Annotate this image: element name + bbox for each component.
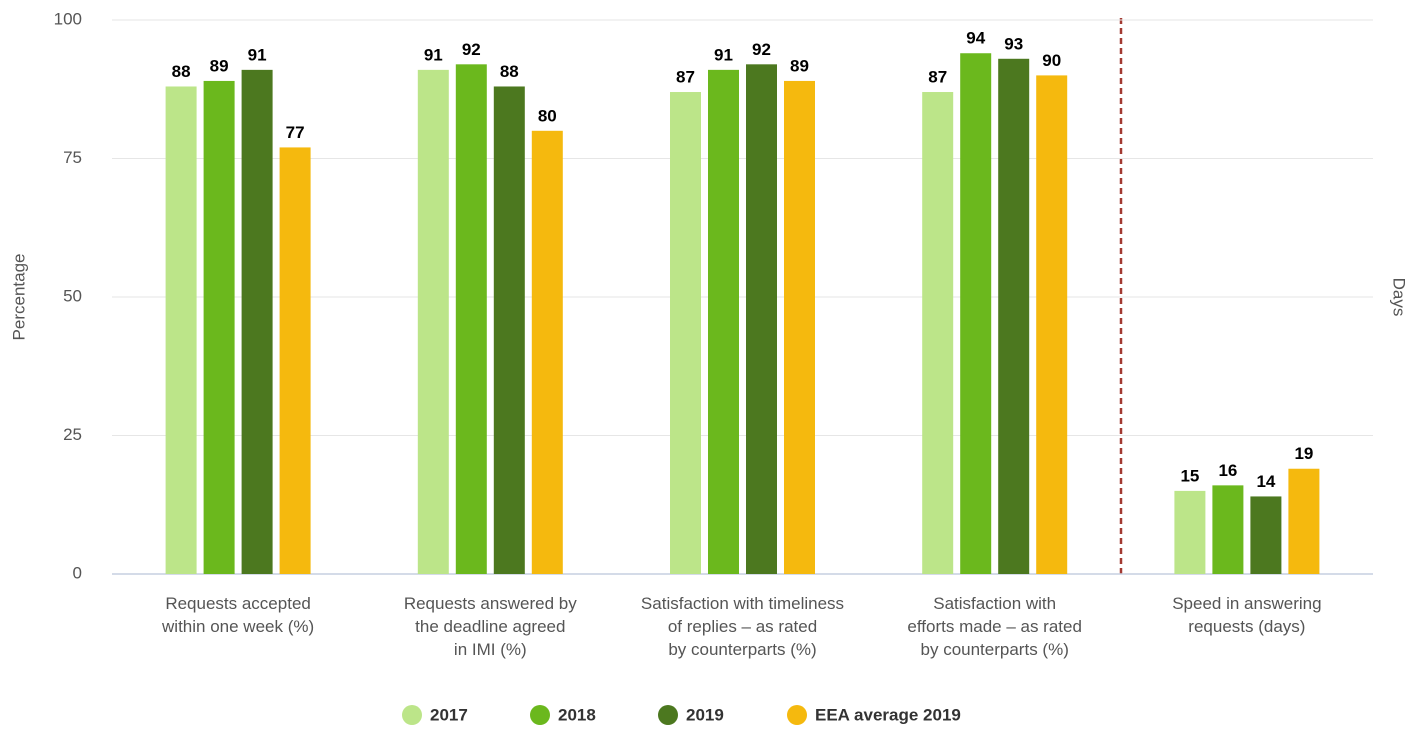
- data-label: 15: [1180, 466, 1199, 485]
- data-label: 93: [1004, 34, 1023, 53]
- bar: [417, 69, 449, 575]
- bar: [165, 86, 197, 574]
- bar: [203, 80, 235, 574]
- bar: [1174, 490, 1206, 574]
- data-label: 16: [1218, 461, 1237, 480]
- data-label: 92: [462, 40, 481, 59]
- bar: [1250, 496, 1282, 574]
- bar: [670, 92, 701, 575]
- data-label: 88: [172, 62, 191, 81]
- legend-label: 2019: [686, 705, 724, 724]
- x-tick-label: Satisfaction with efforts made – as rate…: [907, 594, 1082, 659]
- y-tick-label: 75: [63, 148, 82, 167]
- legend-label: 2017: [430, 705, 468, 724]
- x-tick-label: Satisfaction with timeliness of replies …: [640, 594, 845, 659]
- bar: [455, 64, 487, 574]
- bar: [784, 80, 815, 574]
- y2-axis-title: Days: [1390, 278, 1409, 317]
- bar: [998, 58, 1030, 574]
- y-tick-label: 0: [73, 563, 82, 582]
- data-label: 87: [928, 68, 947, 87]
- data-label: 90: [1042, 51, 1061, 70]
- bar: [1036, 75, 1068, 575]
- legend-label: 2018: [558, 705, 596, 724]
- y-tick-label: 50: [63, 286, 82, 305]
- data-label: 88: [500, 62, 519, 81]
- bar: [922, 92, 954, 575]
- data-label: 91: [424, 45, 443, 64]
- legend-marker: [530, 705, 550, 725]
- bar: [279, 147, 311, 575]
- data-label: 80: [538, 106, 557, 125]
- y-tick-label: 100: [54, 9, 82, 28]
- y-tick-label: 25: [63, 425, 82, 444]
- bar: [746, 64, 777, 574]
- bar: [1212, 485, 1244, 574]
- bar: [531, 130, 563, 575]
- data-label: 91: [248, 45, 267, 64]
- data-label: 91: [714, 45, 733, 64]
- data-label: 19: [1294, 444, 1313, 463]
- bar: [493, 86, 525, 574]
- legend-marker: [658, 705, 678, 725]
- data-label: 92: [752, 40, 771, 59]
- data-label: 89: [790, 56, 809, 75]
- legend-marker: [402, 705, 422, 725]
- legend-marker: [787, 705, 807, 725]
- data-label: 87: [676, 68, 695, 87]
- bar: [1288, 468, 1320, 574]
- y-axis-title: Percentage: [9, 254, 28, 341]
- x-tick-label: Requests accepted within one week (%): [162, 594, 315, 636]
- data-label: 77: [286, 123, 305, 142]
- bar: [960, 53, 992, 575]
- data-label: 89: [210, 56, 229, 75]
- data-label: 14: [1256, 472, 1275, 491]
- x-tick-label: Requests answered by the deadline agreed…: [403, 594, 577, 659]
- x-tick-label: Speed in answering requests (days): [1172, 594, 1322, 636]
- bar: [708, 69, 739, 575]
- legend-label: EEA average 2019: [815, 705, 961, 724]
- data-label: 94: [966, 29, 985, 48]
- bar: [241, 69, 273, 575]
